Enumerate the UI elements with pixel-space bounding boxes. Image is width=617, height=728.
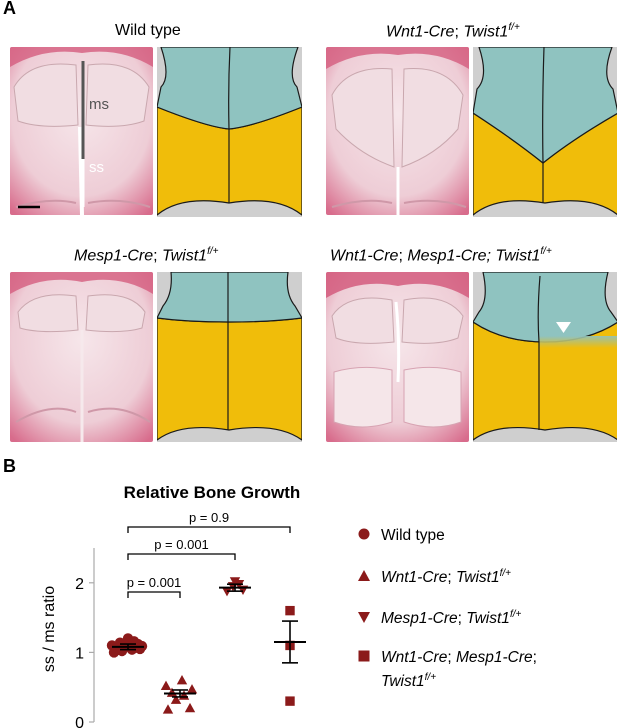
p-value-label: p = 0.9 bbox=[189, 510, 229, 525]
data-point bbox=[166, 687, 178, 697]
legend-item-wild-type: Wild type bbox=[357, 527, 445, 545]
data-point bbox=[285, 605, 295, 616]
y-tick-label: 0 bbox=[75, 715, 84, 728]
panel-a-letter: A bbox=[3, 0, 16, 18]
y-tick-label: 2 bbox=[75, 576, 84, 593]
data-point bbox=[176, 675, 188, 685]
significance-bracket bbox=[127, 591, 181, 598]
data-point bbox=[285, 696, 295, 706]
ms-label: ms bbox=[89, 96, 109, 113]
schematic-wnt1 bbox=[473, 47, 617, 217]
significance-bracket bbox=[127, 553, 236, 560]
schematic-mesp1 bbox=[157, 272, 302, 442]
data-point bbox=[162, 704, 174, 714]
panel-a-label-double: Wnt1-Cre; Mesp1-Cre; Twist1f/+ bbox=[330, 246, 552, 265]
triangle-down-marker-icon bbox=[358, 612, 370, 624]
p-value-label: p = 0.001 bbox=[154, 537, 209, 552]
triangle-up-marker-icon bbox=[358, 570, 370, 582]
data-point bbox=[160, 680, 172, 690]
y-tick-label: 1 bbox=[75, 645, 84, 662]
arrowhead-icon bbox=[556, 322, 571, 333]
data-point bbox=[184, 702, 196, 713]
data-point bbox=[122, 633, 134, 644]
panel-a-label-mesp1: Mesp1-Cre; Twist1f/+ bbox=[74, 246, 219, 265]
photo-double bbox=[326, 272, 469, 442]
legend-item-double: Wnt1-Cre; Mesp1-Cre; Twist1f/+ bbox=[357, 648, 537, 692]
data-point bbox=[106, 640, 118, 651]
photo-wnt1 bbox=[326, 47, 469, 215]
data-point bbox=[186, 684, 198, 694]
panel-b-letter: B bbox=[3, 456, 16, 476]
photo-wild-type: ms ss bbox=[10, 47, 153, 215]
panel-a-label-wild-type: Wild type bbox=[115, 22, 181, 39]
legend-item-wnt1: Wnt1-Cre; Twist1f/+ bbox=[357, 568, 511, 587]
circle-marker-icon bbox=[358, 528, 370, 540]
panel-a-label-wnt1: Wnt1-Cre; Twist1f/+ bbox=[386, 22, 520, 41]
schematic-double bbox=[473, 272, 617, 442]
chart-title: Relative Bone Growth bbox=[124, 483, 301, 502]
ss-label: ss bbox=[89, 159, 104, 176]
photo-mesp1 bbox=[10, 272, 153, 442]
data-point bbox=[170, 694, 182, 704]
bone-growth-chart: Relative Bone Growth ss / ms ratio 0 1 2 p… bbox=[41, 483, 306, 728]
legend-item-mesp1: Mesp1-Cre; Twist1f/+ bbox=[357, 609, 521, 628]
data-point bbox=[229, 577, 241, 587]
p-value-label: p = 0.001 bbox=[127, 575, 182, 590]
y-axis-label: ss / ms ratio bbox=[41, 586, 58, 672]
square-marker-icon bbox=[358, 650, 370, 662]
data-point bbox=[114, 637, 126, 648]
schematic-wild-type bbox=[157, 47, 302, 217]
significance-bracket bbox=[127, 526, 291, 533]
